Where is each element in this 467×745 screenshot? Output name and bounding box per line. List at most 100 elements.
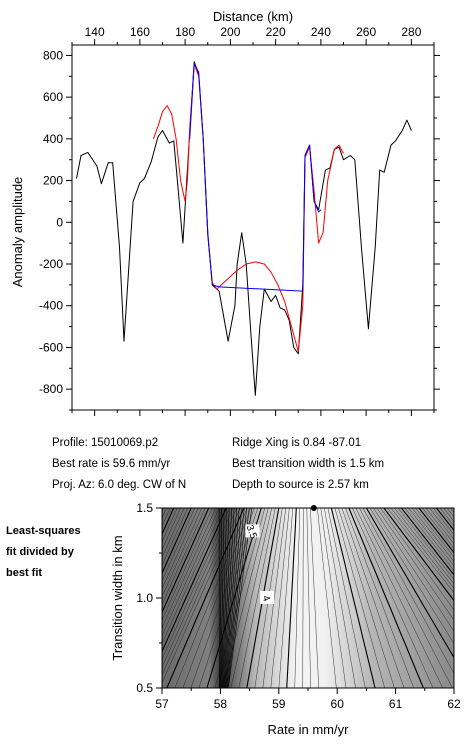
contour-line bbox=[166, 508, 245, 688]
contour-label: 4 bbox=[260, 594, 272, 603]
contour-line bbox=[270, 508, 290, 688]
bottom-x-tick-label: 57 bbox=[155, 697, 169, 711]
contour-line bbox=[373, 508, 454, 632]
contour-label: 3.5 bbox=[244, 523, 259, 540]
contour-line bbox=[190, 508, 255, 688]
contour-line bbox=[162, 508, 175, 536]
anomaly-profile-chart: 140 160 180 200 220 240 260 280 -800 -600 -400 -20… bbox=[10, 9, 440, 416]
ridge-contour-line bbox=[225, 508, 245, 688]
contour-line bbox=[306, 508, 311, 688]
contour-line bbox=[429, 508, 454, 540]
contour-line bbox=[320, 508, 347, 688]
contour-line bbox=[174, 508, 248, 688]
contour-line bbox=[79, 508, 160, 688]
ridge-contour-line bbox=[228, 508, 253, 688]
top-x-axis-label: Distance (km) bbox=[213, 9, 293, 24]
contour-line bbox=[302, 508, 304, 688]
contour-line bbox=[338, 508, 395, 688]
contour-line bbox=[162, 508, 195, 582]
heatmap-contours bbox=[79, 508, 467, 688]
bottom-y-axis-ticks: 0.5 1.0 1.5 bbox=[136, 501, 162, 695]
contour-line bbox=[214, 508, 266, 688]
contour-line bbox=[439, 508, 454, 527]
ridge-contour-line bbox=[223, 508, 238, 688]
contour-line bbox=[278, 508, 294, 688]
contour-line bbox=[162, 508, 192, 575]
contour-line bbox=[345, 508, 414, 688]
bottom-x-tick-label: 61 bbox=[389, 697, 403, 711]
ridge-contour-line bbox=[222, 508, 233, 688]
contour-line bbox=[317, 508, 337, 688]
contour-line bbox=[387, 508, 454, 594]
contour-line bbox=[246, 508, 280, 688]
contour-line bbox=[230, 508, 273, 688]
top-y-tick-label: 0 bbox=[56, 215, 63, 229]
contour-line bbox=[446, 508, 454, 518]
contour-line bbox=[443, 508, 454, 522]
bottom-x-axis-ticks: 57 58 59 60 61 62 bbox=[155, 688, 461, 711]
top-y-tick-label: -400 bbox=[39, 299, 63, 313]
contour-line bbox=[380, 508, 454, 611]
bottom-plot-frame bbox=[161, 507, 455, 689]
contour-line bbox=[418, 508, 454, 554]
top-x-tick-label: 160 bbox=[130, 25, 150, 39]
ridge-contour-line bbox=[224, 508, 240, 688]
contour-line bbox=[162, 508, 202, 598]
top-y-tick-label: 400 bbox=[43, 132, 63, 146]
best-rate-label: Best rate is 59.6 mm/yr bbox=[52, 458, 171, 470]
contour-line bbox=[222, 508, 269, 688]
contour-line bbox=[458, 508, 467, 688]
ridge-contour-line bbox=[221, 508, 228, 688]
contour-line bbox=[348, 508, 424, 688]
contour-line bbox=[162, 508, 167, 519]
contour-line bbox=[162, 508, 234, 668]
contour-line bbox=[450, 508, 454, 513]
bottom-y-tick-label: 1.5 bbox=[136, 501, 153, 515]
contour-line bbox=[432, 508, 454, 536]
contour-line bbox=[404, 508, 454, 571]
contour-line bbox=[330, 508, 376, 688]
top-y-tick-label: -200 bbox=[39, 257, 63, 271]
top-y-tick-label: 600 bbox=[43, 90, 63, 104]
top-x-axis-ticks: 140 160 180 200 220 240 260 280 bbox=[71, 25, 435, 416]
contour-line bbox=[352, 508, 434, 688]
contour-line bbox=[453, 508, 454, 509]
windowed-fit-line bbox=[189, 63, 322, 292]
contour-line bbox=[355, 508, 443, 688]
contour-line bbox=[206, 508, 262, 688]
contour-line bbox=[425, 508, 454, 545]
top-x-tick-label: 240 bbox=[311, 25, 331, 39]
bottom-x-axis-label: Rate in mm/yr bbox=[268, 722, 350, 737]
top-y-tick-label: 800 bbox=[43, 48, 63, 62]
contour-line bbox=[461, 508, 467, 688]
top-x-tick-label: 280 bbox=[401, 25, 421, 39]
heatmap-background bbox=[162, 508, 454, 688]
contour-line bbox=[162, 508, 227, 653]
contour-line bbox=[262, 508, 287, 688]
profile-label: Profile: 15010069.p2 bbox=[52, 437, 159, 449]
contour-line bbox=[162, 508, 178, 543]
ridge-xing-label: Ridge Xing is 0.84 -87.01 bbox=[232, 437, 362, 449]
ridge-contour-line bbox=[225, 508, 243, 688]
bottom-y-tick-label: 1.0 bbox=[136, 591, 153, 605]
contour-label-box bbox=[260, 591, 275, 604]
side-note-line-3: best fit bbox=[6, 567, 43, 579]
observed-profile-line bbox=[76, 61, 412, 396]
top-x-tick-label: 220 bbox=[266, 25, 286, 39]
proj-az-label: Proj. Az: 6.0 deg. CW of N bbox=[52, 479, 187, 491]
contour-line bbox=[238, 508, 276, 688]
top-x-tick-label: 200 bbox=[220, 25, 240, 39]
contour-line bbox=[198, 508, 259, 688]
contour-line bbox=[162, 508, 238, 676]
contour-line bbox=[162, 508, 213, 621]
contour-line bbox=[415, 508, 454, 558]
contour-line bbox=[254, 508, 283, 688]
contour-line bbox=[362, 508, 454, 674]
contour-line bbox=[162, 508, 206, 606]
top-y-tick-label: 200 bbox=[43, 174, 63, 188]
bottom-x-tick-label: 60 bbox=[331, 697, 345, 711]
contour-line bbox=[162, 508, 188, 566]
top-x-tick-label: 260 bbox=[356, 25, 376, 39]
contour-label-box bbox=[245, 524, 260, 538]
depth-label: Depth to source is 2.57 km bbox=[232, 479, 369, 491]
